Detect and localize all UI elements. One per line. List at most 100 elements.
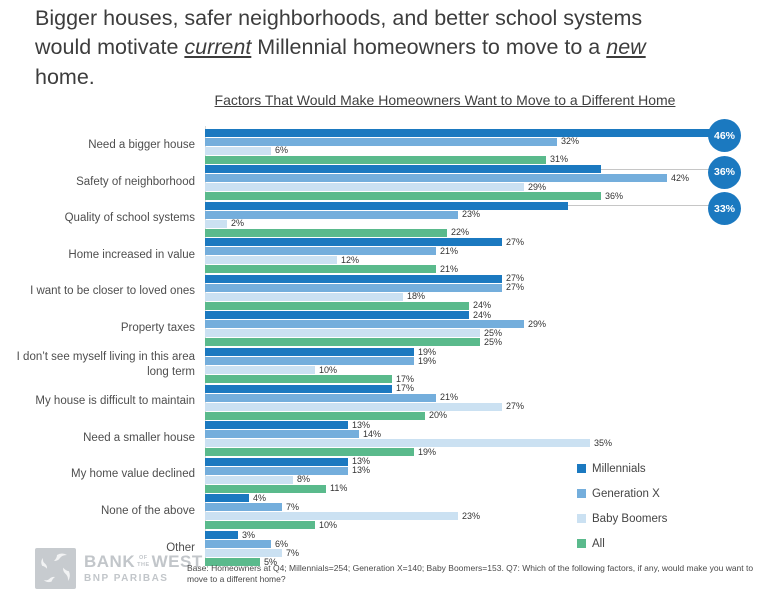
value-label: 20%: [429, 410, 448, 421]
bar-row: 29%: [205, 181, 775, 192]
legend-item-baby-boomers: Baby Boomers: [577, 506, 667, 531]
bar-row: 24%: [205, 301, 775, 310]
bar-row: 20%: [205, 411, 775, 420]
bar-millennials: [205, 238, 502, 247]
bar-row: 23%: [205, 210, 775, 219]
bar-row: 27%: [205, 274, 775, 283]
bar-row: 5%: [205, 557, 775, 567]
bar-row: 18%: [205, 292, 775, 301]
bank-of-the-west-logo: BANK OF THE WEST BNP PARIBAS: [35, 548, 203, 589]
logo-bnp-paribas: BNP PARIBAS: [84, 573, 169, 584]
legend-swatch: [577, 489, 586, 498]
bar-generation-x: [205, 503, 282, 512]
value-label: 36%: [605, 190, 624, 201]
bar-all: [205, 521, 315, 530]
bar-millennials: [205, 531, 238, 540]
bar-all: [205, 411, 425, 420]
bar-row: 23%: [205, 510, 775, 521]
bar-row: 11%: [205, 484, 775, 493]
bar-baby-boomers: [205, 183, 524, 192]
bar-row: 21%: [205, 393, 775, 402]
value-label: 29%: [528, 318, 547, 329]
callout-circle: 36%: [708, 155, 741, 189]
bar-millennials: [205, 128, 711, 137]
bar-baby-boomers: [205, 146, 271, 155]
value-label: 29%: [528, 181, 547, 192]
bar-generation-x: [205, 174, 667, 183]
bar-row: 17%: [205, 384, 775, 393]
category-label: Home increased in value: [68, 248, 195, 261]
value-label: 6%: [275, 145, 289, 155]
value-label: 17%: [396, 383, 415, 394]
title-line2-pre: would motivate: [35, 35, 185, 60]
value-label: 23%: [462, 510, 481, 521]
chart-row: Safety of neighborhood 42% 29% 36% 36%: [0, 155, 775, 201]
emphasis-current: current: [184, 35, 252, 60]
legend-label: Generation X: [592, 487, 660, 500]
title-line2-mid: Millennial homeowners to move to a: [251, 35, 607, 60]
bar-baby-boomers: [205, 329, 480, 338]
bar-generation-x: [205, 283, 502, 292]
value-label: 4%: [253, 492, 267, 503]
bar-all: [205, 228, 447, 237]
chart-title: Factors That Would Make Homeowners Want …: [214, 92, 676, 108]
bar-row: 19%: [205, 347, 775, 357]
chart-row: Need a smaller house 13% 14% 35% 19%: [0, 420, 775, 457]
bar-baby-boomers: [205, 219, 227, 228]
callout-connector: [601, 168, 710, 170]
chart-row: Quality of school systems 23% 2% 22% 33%: [0, 192, 775, 237]
callout-circle: 33%: [708, 192, 741, 226]
bar-row: 13%: [205, 457, 775, 466]
bar-all: [205, 192, 601, 201]
bar-row: 31%: [205, 155, 775, 164]
value-label: 32%: [561, 136, 580, 146]
bar-row: [205, 201, 775, 210]
bar-generation-x: [205, 247, 436, 256]
value-label: 10%: [319, 364, 338, 375]
bar-generation-x: [205, 540, 271, 549]
bar-group: 27% 27% 18% 24%: [205, 273, 775, 310]
bar-group: 32% 6% 31% 46%: [205, 119, 775, 164]
bar-row: 22%: [205, 228, 775, 237]
chart-row: Need a bigger house 32% 6% 31% 46%: [0, 119, 775, 164]
chart-row: I don’t see myself living in this area l…: [0, 347, 775, 384]
bar-all: [205, 155, 546, 164]
bar-millennials: [205, 457, 348, 466]
bar-group: 19% 19% 10% 17%: [205, 347, 775, 384]
value-label: 11%: [330, 483, 348, 494]
bar-row: 21%: [205, 246, 775, 256]
bar-row: 25%: [205, 328, 775, 338]
chart-row: None of the above 4% 7% 23% 10%: [0, 493, 775, 530]
bar-row: 24%: [205, 309, 775, 320]
bar-row: 32%: [205, 137, 775, 146]
value-label: 27%: [506, 401, 525, 412]
bar-millennials: [205, 274, 502, 283]
bar-group: 23% 2% 22% 33%: [205, 192, 775, 237]
value-label: 13%: [352, 456, 371, 467]
bar-millennials: [205, 421, 348, 430]
value-label: 7%: [286, 501, 300, 512]
bar-baby-boomers: [205, 256, 337, 265]
bar-row: 17%: [205, 373, 775, 384]
bar-group: 17% 21% 27% 20%: [205, 383, 775, 420]
value-label: 17%: [396, 373, 415, 384]
base-note: Base: Homeowners at Q4; Millennials=254;…: [187, 563, 754, 585]
chart-row: My home value declined 13% 13% 8% 11%: [0, 456, 775, 493]
value-label: 25%: [484, 336, 503, 347]
slide-title: Bigger houses, safer neighborhoods, and …: [35, 4, 760, 92]
bar-row: 21%: [205, 264, 775, 274]
value-label: 19%: [418, 446, 437, 457]
bar-group: 42% 29% 36% 36%: [205, 155, 775, 201]
bar-row: 7%: [205, 501, 775, 512]
legend: Millennials Generation X Baby Boomers All: [577, 456, 667, 556]
legend-label: All: [592, 537, 605, 550]
value-label: 24%: [473, 309, 492, 320]
category-label: Quality of school systems: [64, 212, 195, 225]
bank-logo-text: BANK OF THE WEST BNP PARIBAS: [84, 553, 203, 584]
bar-all: [205, 484, 326, 493]
bar-all: [205, 265, 436, 274]
bar-row: 3%: [205, 530, 775, 540]
bar-all: [205, 338, 480, 347]
value-label: 13%: [352, 465, 371, 476]
